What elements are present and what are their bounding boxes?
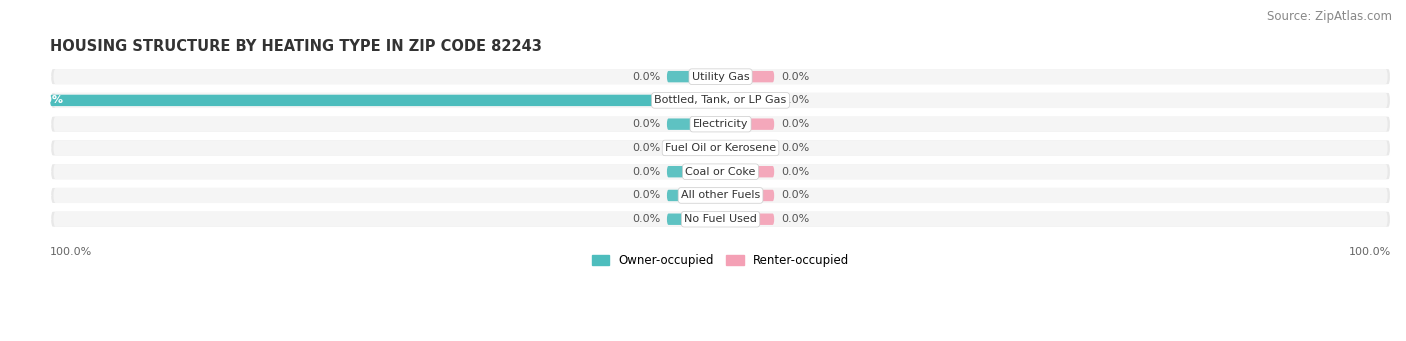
FancyBboxPatch shape <box>720 142 775 154</box>
FancyBboxPatch shape <box>51 68 1391 85</box>
Text: No Fuel Used: No Fuel Used <box>685 214 756 224</box>
FancyBboxPatch shape <box>720 118 775 130</box>
Legend: Owner-occupied, Renter-occupied: Owner-occupied, Renter-occupied <box>586 249 855 272</box>
Text: 100.0%: 100.0% <box>17 95 63 105</box>
Text: HOUSING STRUCTURE BY HEATING TYPE IN ZIP CODE 82243: HOUSING STRUCTURE BY HEATING TYPE IN ZIP… <box>51 39 541 54</box>
FancyBboxPatch shape <box>666 118 720 130</box>
FancyBboxPatch shape <box>720 95 775 106</box>
Text: Coal or Coke: Coal or Coke <box>685 167 756 177</box>
Text: 0.0%: 0.0% <box>631 191 661 201</box>
FancyBboxPatch shape <box>720 213 775 225</box>
Text: Bottled, Tank, or LP Gas: Bottled, Tank, or LP Gas <box>654 95 787 105</box>
FancyBboxPatch shape <box>53 93 1388 108</box>
Text: 0.0%: 0.0% <box>631 214 661 224</box>
FancyBboxPatch shape <box>666 190 720 201</box>
FancyBboxPatch shape <box>666 213 720 225</box>
Text: 0.0%: 0.0% <box>780 119 808 129</box>
FancyBboxPatch shape <box>51 163 1391 180</box>
Text: 0.0%: 0.0% <box>780 167 808 177</box>
Text: Electricity: Electricity <box>693 119 748 129</box>
Text: 0.0%: 0.0% <box>780 214 808 224</box>
Text: All other Fuels: All other Fuels <box>681 191 761 201</box>
Text: Source: ZipAtlas.com: Source: ZipAtlas.com <box>1267 10 1392 23</box>
Text: 0.0%: 0.0% <box>631 72 661 81</box>
FancyBboxPatch shape <box>666 166 720 177</box>
Text: Utility Gas: Utility Gas <box>692 72 749 81</box>
FancyBboxPatch shape <box>666 71 720 82</box>
Text: 100.0%: 100.0% <box>51 247 93 256</box>
Text: Fuel Oil or Kerosene: Fuel Oil or Kerosene <box>665 143 776 153</box>
FancyBboxPatch shape <box>53 188 1388 203</box>
FancyBboxPatch shape <box>53 69 1388 84</box>
FancyBboxPatch shape <box>51 211 1391 228</box>
Text: 0.0%: 0.0% <box>631 143 661 153</box>
FancyBboxPatch shape <box>53 164 1388 179</box>
Text: 0.0%: 0.0% <box>631 119 661 129</box>
Text: 0.0%: 0.0% <box>780 143 808 153</box>
FancyBboxPatch shape <box>51 187 1391 204</box>
FancyBboxPatch shape <box>51 116 1391 133</box>
FancyBboxPatch shape <box>666 142 720 154</box>
Text: 0.0%: 0.0% <box>631 167 661 177</box>
FancyBboxPatch shape <box>51 95 720 106</box>
FancyBboxPatch shape <box>51 92 1391 109</box>
FancyBboxPatch shape <box>720 166 775 177</box>
FancyBboxPatch shape <box>53 140 1388 155</box>
FancyBboxPatch shape <box>53 212 1388 227</box>
FancyBboxPatch shape <box>720 71 775 82</box>
Text: 100.0%: 100.0% <box>1348 247 1391 256</box>
Text: 0.0%: 0.0% <box>780 95 808 105</box>
Text: 0.0%: 0.0% <box>780 191 808 201</box>
FancyBboxPatch shape <box>53 117 1388 132</box>
Text: 0.0%: 0.0% <box>780 72 808 81</box>
FancyBboxPatch shape <box>51 139 1391 157</box>
FancyBboxPatch shape <box>720 190 775 201</box>
